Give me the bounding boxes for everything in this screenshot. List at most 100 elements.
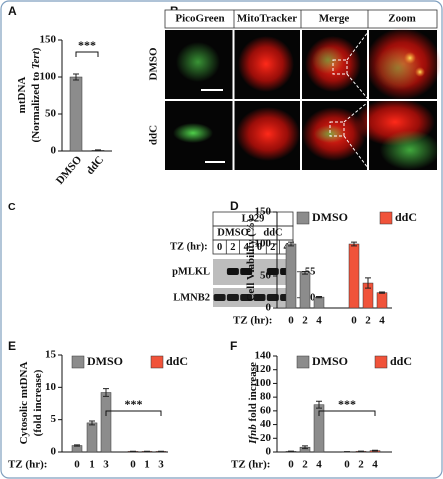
legend-swatch (374, 355, 388, 369)
lane-label: 0 (257, 242, 262, 253)
y-tick-label: 0 (266, 302, 272, 314)
error-bar (288, 241, 294, 247)
y-axis-label: mtDNA (16, 77, 28, 114)
x-tick-label: 1 (144, 459, 150, 471)
y-axis-label-part: Ifnb (247, 424, 259, 445)
y-tick-label: 10 (45, 381, 57, 393)
y-tick-label: 0 (51, 446, 57, 458)
bar (86, 422, 98, 453)
error-bar (73, 73, 79, 81)
row-label: LMNB2 (173, 292, 210, 303)
signal (380, 130, 440, 170)
significance-bracket (75, 51, 99, 57)
column-header: MitoTracker (237, 13, 297, 25)
x-tick-label: 2 (365, 315, 371, 327)
row-label: pMLKL (172, 266, 210, 277)
legend-label: ddC (166, 354, 188, 368)
x-axis-label: TZ (hr): (8, 459, 47, 471)
error-bar (372, 449, 378, 452)
blot (213, 288, 293, 307)
lane-label: 4 (244, 242, 250, 253)
imaging-panel: B PicoGreen MitoTracker Merge Zoom DMSO … (148, 4, 441, 170)
y-tick-label: 140 (255, 350, 272, 362)
error-bar (316, 295, 322, 299)
error-bar (74, 444, 80, 447)
legend-label: DMSO (312, 210, 348, 224)
y-axis-label-part: (fold increase) (32, 369, 44, 436)
y-tick-label: 5 (51, 413, 57, 425)
error-bar (302, 445, 308, 450)
error-bar (316, 400, 322, 409)
x-tick-label: 0 (351, 315, 357, 327)
band (266, 294, 279, 301)
panel-label: F (230, 339, 237, 353)
cell-line: L929 (242, 213, 265, 224)
legend-swatch (71, 355, 85, 369)
bar (100, 392, 112, 453)
y-axis-label: Cytosolic mtDNA (18, 362, 30, 445)
error-bar (365, 277, 371, 289)
legend-swatch (150, 355, 164, 369)
panel-label: D (230, 199, 239, 213)
y-tick-label: 150 (40, 34, 57, 46)
error-bar (103, 388, 109, 397)
y-axis-label-part: (Normalized to (30, 69, 42, 142)
y-tick-label: 20 (260, 432, 272, 444)
band (240, 268, 253, 275)
bar (348, 243, 360, 309)
significance-label: *** (338, 397, 356, 411)
significance-label: *** (125, 397, 143, 411)
panel-label: C (8, 201, 16, 213)
x-axis-label: TZ (hr): (231, 459, 270, 471)
legend-swatch (296, 355, 310, 369)
y-axis-label-part: Tert (30, 50, 42, 69)
bar (376, 292, 388, 309)
band (240, 294, 253, 301)
row-label: DMSO (148, 47, 160, 80)
legend-label: ddC (390, 354, 412, 368)
x-axis-label: TZ (hr): (170, 241, 208, 252)
y-axis-label-part: mtDNA (16, 77, 28, 114)
signal (374, 46, 422, 90)
x-tick-label: 4 (379, 315, 385, 327)
x-tick-label: 2 (302, 459, 308, 471)
bar (313, 296, 325, 309)
band (213, 294, 226, 301)
x-tick-label: 2 (358, 459, 364, 471)
y-tick-label: 50 (45, 108, 57, 120)
signal (404, 52, 416, 64)
y-tick-label: 0 (266, 446, 272, 458)
legend-swatch (296, 211, 310, 225)
signal (312, 46, 344, 74)
significance-label: *** (78, 38, 96, 52)
signal (238, 36, 294, 92)
y-axis-label: (fold increase) (32, 369, 44, 436)
significance-bracket (105, 410, 162, 416)
micrographs (165, 28, 441, 170)
y-tick-label: 60 (260, 404, 272, 416)
y-axis-label-part: Cell Viability (%) (245, 218, 257, 301)
bar (285, 243, 297, 309)
x-tick-label: 4 (372, 459, 378, 471)
band (266, 268, 279, 275)
column-header: Merge (319, 13, 350, 25)
band (253, 294, 266, 301)
band (226, 294, 239, 301)
column-header: Zoom (388, 13, 416, 25)
y-axis-label-part: ) (30, 47, 42, 51)
bar (69, 76, 83, 152)
legend-label: DMSO (312, 354, 348, 368)
bar (299, 272, 311, 309)
zoom-box (332, 59, 348, 75)
legend-label: DMSO (87, 354, 123, 368)
error-bar (379, 291, 385, 294)
panel-label: A (8, 4, 17, 18)
signal (314, 125, 346, 143)
y-axis-label: Ifnb fold increase (247, 362, 259, 445)
error-bar (95, 149, 101, 152)
error-bar (351, 241, 357, 247)
signal (415, 67, 425, 77)
